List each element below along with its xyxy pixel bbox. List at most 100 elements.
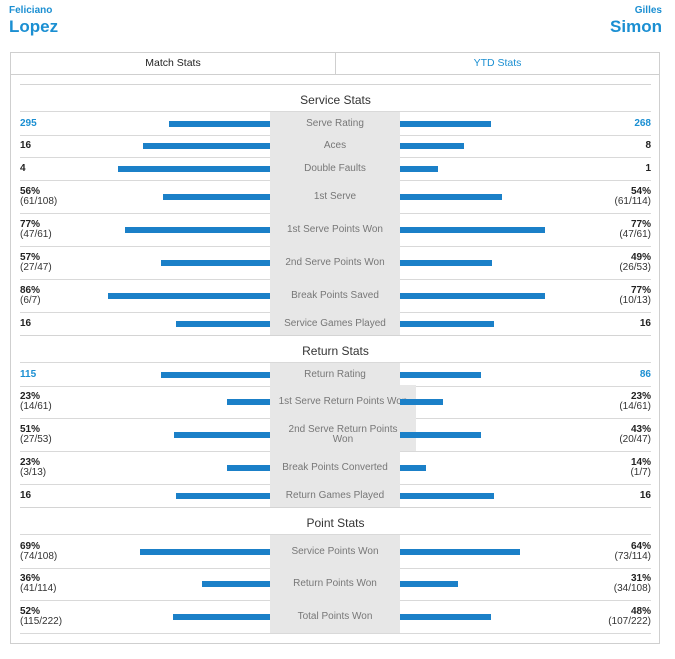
player2-bar	[400, 492, 494, 499]
player2-bar	[400, 580, 458, 587]
player2-value: 16	[640, 484, 651, 507]
stats-tabs: Match Stats YTD Stats	[11, 53, 659, 75]
stat-label: 1st Serve Points Won	[270, 213, 400, 246]
player1-bar	[227, 398, 270, 405]
tab-match-stats[interactable]: Match Stats	[11, 53, 336, 74]
player1-value: 51% (27/53)	[20, 418, 52, 451]
player2-first-name: Gilles	[634, 5, 662, 16]
player2-last-name: Simon	[610, 17, 662, 36]
player2-value: 268	[634, 112, 651, 135]
stat-row: 2nd Serve Points Won 57% (27/47) 49% (26/53)	[20, 246, 651, 280]
player1-stat-detail: (3/13)	[20, 466, 47, 478]
stat-label: Return Rating	[270, 363, 400, 386]
player1-value: 115	[20, 363, 36, 386]
player1-stat: 52%	[20, 605, 41, 617]
stat-label: Break Points Saved	[270, 279, 400, 312]
player1-bar	[174, 431, 270, 438]
player1-stat: 115	[20, 368, 37, 380]
stat-row: Return Points Won 36% (41/114) 31% (34/108)	[20, 567, 651, 601]
stat-row: 1st Serve 56% (61/108) 54% (61/114)	[20, 180, 651, 214]
player2-stat-detail: (10/13)	[619, 294, 651, 306]
player2-bar	[400, 548, 520, 555]
stat-label: Aces	[270, 134, 400, 157]
player2-stat: 77%	[630, 284, 651, 296]
player2-value: 8	[645, 134, 651, 157]
player2-stat: 77%	[630, 218, 651, 230]
player1-stat-detail: (27/53)	[20, 433, 52, 445]
player2-bar	[400, 464, 426, 471]
stat-row: Return Games Played 16 16	[20, 484, 651, 508]
stat-label: Return Points Won	[270, 567, 400, 600]
stat-row: Aces 16 8	[20, 134, 651, 158]
player1-stat: 16	[20, 139, 32, 151]
player2-stat-detail: (61/114)	[614, 195, 651, 207]
player1-bar	[108, 292, 270, 299]
player2-bar	[400, 431, 481, 438]
player2-stat: 14%	[630, 456, 651, 468]
player1-value: 16	[20, 312, 31, 335]
stat-label: Total Points Won	[270, 600, 400, 633]
player2-stat: 54%	[630, 185, 651, 197]
player2-stat-detail: (47/61)	[619, 228, 651, 240]
player2-bar	[400, 142, 464, 149]
player2-stat: 31%	[630, 572, 651, 584]
player1-value: 69% (74/108)	[20, 535, 57, 568]
stats-panel: Match Stats YTD Stats	[10, 52, 660, 644]
player2-stat: 23%	[630, 390, 651, 402]
player2-value: 16	[640, 312, 651, 335]
player2-value: 77% (10/13)	[619, 279, 651, 312]
stat-row: Double Faults 4 1	[20, 157, 651, 181]
player2-stat: 43%	[630, 423, 651, 435]
player1-last-name: Lopez	[9, 17, 59, 36]
player2-stat-detail: (1/7)	[630, 466, 651, 478]
player2-stat-detail: (107/222)	[608, 615, 651, 627]
player1-stat: 16	[20, 489, 32, 501]
player1-stat: 51%	[20, 423, 41, 435]
player1-first-name: Feliciano	[9, 5, 53, 16]
stat-label: Return Games Played	[270, 484, 400, 507]
player1-value: 16	[20, 484, 31, 507]
player1-bar	[169, 120, 270, 127]
player1-bar	[173, 613, 270, 620]
player1-stat-detail: (41/114)	[20, 582, 57, 594]
player1-bar	[176, 492, 270, 499]
player1-bar	[125, 226, 270, 233]
player1-stat: 36%	[20, 572, 41, 584]
tab-ytd-stats[interactable]: YTD Stats	[473, 57, 522, 69]
player2-stat: 86	[639, 368, 651, 380]
player2-bar	[400, 193, 502, 200]
player2-stat-detail: (20/47)	[619, 433, 651, 445]
section-title: Service Stats	[300, 93, 371, 107]
player1-bar	[140, 548, 270, 555]
player1-value: 16	[20, 134, 31, 157]
player2-value: 54% (61/114)	[614, 180, 651, 213]
section-divider	[20, 84, 651, 85]
player1-value: 295	[20, 112, 37, 135]
stat-row: Total Points Won 52% (115/222) 48% (107/222)	[20, 600, 651, 634]
player2-stat-detail: (73/114)	[614, 550, 651, 562]
player2-name: Gilles Simon	[610, 5, 662, 36]
stat-label: Double Faults	[270, 157, 400, 180]
player1-bar	[143, 142, 270, 149]
player1-stat: 77%	[20, 218, 41, 230]
player1-bar	[118, 165, 270, 172]
stat-row: Serve Rating 295 268	[20, 111, 651, 136]
player2-bar	[400, 120, 491, 127]
player1-stat-detail: (14/61)	[20, 400, 52, 412]
player1-stat: 56%	[20, 185, 41, 197]
player1-stat-detail: (6/7)	[20, 294, 41, 306]
player2-value: 14% (1/7)	[630, 451, 651, 484]
player1-value: 86% (6/7)	[20, 279, 41, 312]
player1-stat: 4	[20, 162, 26, 174]
stat-label: 1st Serve	[270, 180, 400, 213]
stat-label: 1st Serve Return Points Won	[270, 385, 416, 418]
player1-stat-detail: (47/61)	[20, 228, 52, 240]
player2-value: 48% (107/222)	[608, 600, 651, 633]
player1-bar	[163, 193, 270, 200]
player2-value: 1	[645, 157, 651, 180]
player1-stat-detail: (74/108)	[20, 550, 58, 562]
stat-label: Serve Rating	[270, 112, 400, 135]
player1-bar	[161, 371, 270, 378]
player2-stat: 48%	[630, 605, 651, 617]
player1-stat-detail: (27/47)	[20, 261, 52, 273]
